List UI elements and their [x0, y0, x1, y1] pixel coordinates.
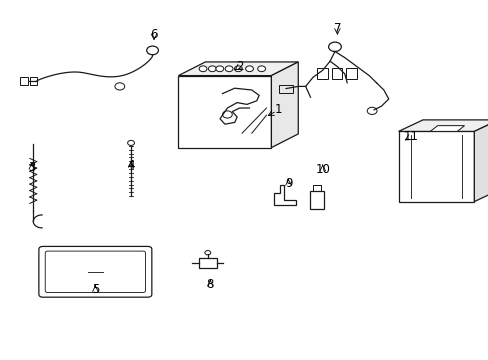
Text: 7: 7: [333, 22, 341, 35]
Bar: [316, 68, 327, 79]
Polygon shape: [429, 126, 464, 131]
Bar: [309, 191, 324, 209]
Polygon shape: [398, 131, 473, 202]
Polygon shape: [271, 62, 298, 148]
Circle shape: [245, 66, 253, 72]
Bar: [278, 85, 293, 93]
Bar: [30, 77, 37, 85]
Circle shape: [257, 66, 265, 72]
Bar: [312, 185, 320, 191]
Polygon shape: [178, 62, 298, 76]
Text: 11: 11: [403, 130, 417, 143]
Circle shape: [208, 66, 216, 72]
Text: 8: 8: [206, 278, 214, 291]
Text: 6: 6: [150, 28, 158, 41]
Text: 2: 2: [235, 60, 243, 73]
Bar: [20, 77, 28, 85]
Bar: [331, 68, 342, 79]
Circle shape: [224, 66, 233, 72]
Circle shape: [234, 66, 242, 72]
Circle shape: [215, 66, 223, 72]
Text: 3: 3: [28, 161, 36, 174]
Bar: [346, 68, 356, 79]
Polygon shape: [473, 120, 488, 202]
Polygon shape: [398, 120, 488, 131]
Text: 4: 4: [127, 159, 135, 172]
Text: 5: 5: [91, 283, 99, 296]
Text: 10: 10: [315, 163, 329, 176]
Circle shape: [199, 66, 206, 72]
Text: 9: 9: [284, 177, 292, 190]
Text: 1: 1: [274, 103, 282, 116]
Bar: [199, 258, 216, 268]
